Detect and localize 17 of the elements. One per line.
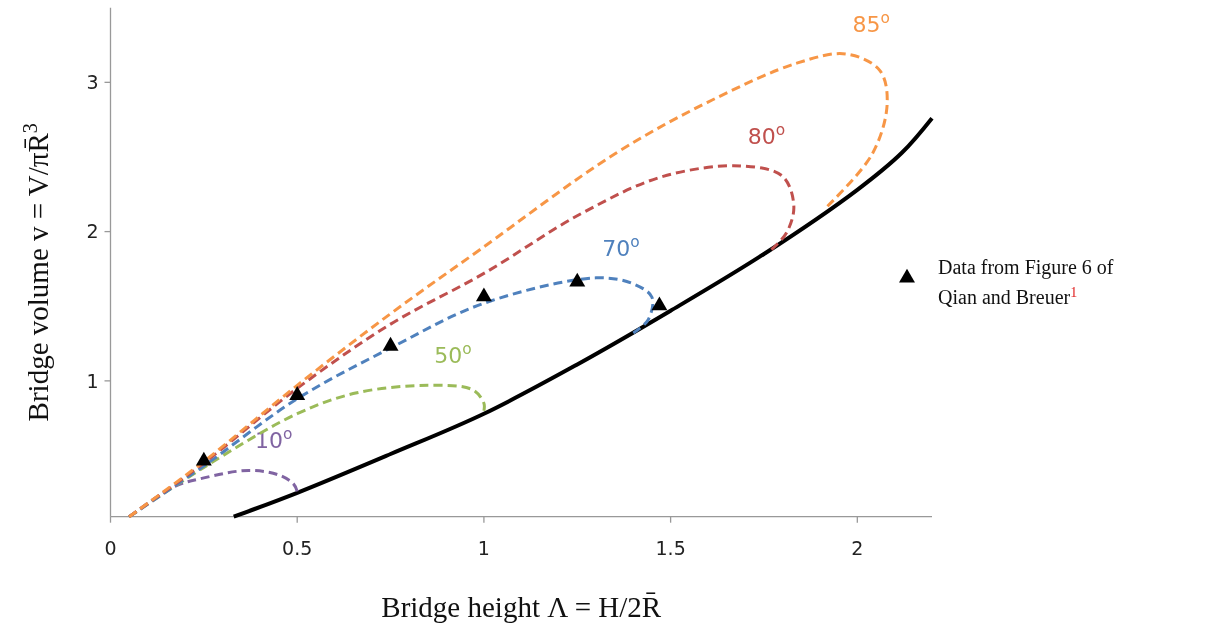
y-tick-label: 2 [86,220,99,243]
x-axis-title: Bridge height Λ = H/2R̄ [381,590,662,623]
x-tick-label: 1.5 [655,536,686,559]
line-series [127,52,889,519]
x-tick-label: 0 [104,536,117,559]
legend-label: Data from Figure 6 of Qian and Breuer$^{1}$ [938,256,1114,308]
y-tick-label: 3 [86,70,99,93]
x-tick-label: 2 [851,536,864,559]
y-tick-label: 1 [86,369,99,392]
x-tick-label: 0.5 [282,536,313,559]
series-label: 85$^{o}$ [852,8,890,37]
series-label: 10$^{o}$ [254,425,293,454]
x-tick-label: 1 [477,536,490,559]
line-series [231,116,934,519]
series-label: 80$^{o}$ [747,120,786,149]
series-label: 70$^{o}$ [602,232,640,261]
series-label: 50$^{o}$ [434,340,472,369]
